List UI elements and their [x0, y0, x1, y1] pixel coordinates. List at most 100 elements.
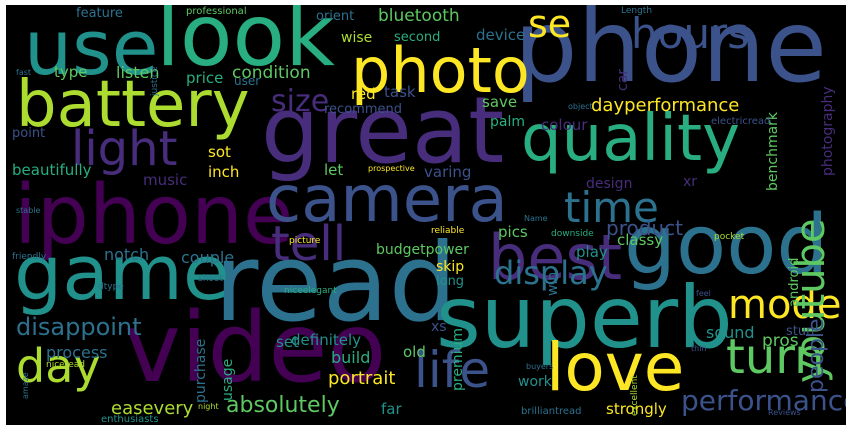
word-use: use	[24, 5, 159, 92]
word-hours: hours	[631, 9, 750, 58]
word-downside: downside	[551, 229, 594, 239]
word-usage: usage	[220, 358, 236, 401]
word-beautifully: beautifully	[12, 161, 92, 179]
word-music: music	[143, 171, 188, 189]
word-light: light	[71, 121, 178, 177]
word-night: night	[198, 402, 219, 411]
word-love: love	[546, 329, 685, 406]
word-inch: inch	[208, 163, 240, 181]
word-justice: justice	[150, 66, 160, 96]
word-length: Length	[621, 6, 653, 16]
word-varing: varing	[424, 163, 472, 181]
word-device: device	[476, 26, 526, 44]
word-disappoint: disappoint	[16, 313, 142, 341]
word-photo: photo	[351, 34, 530, 107]
word-classy: classy	[617, 231, 664, 249]
word-brilliantread: brilliantread	[521, 406, 582, 417]
word-wise: wise	[341, 30, 373, 46]
word-life: life	[414, 341, 491, 399]
word-purchase: purchase	[193, 338, 209, 403]
word-work: work	[518, 374, 552, 390]
word-fast: fast	[16, 68, 32, 77]
word-electricread: electricread	[711, 116, 771, 127]
word-video: video	[124, 292, 387, 404]
word-pocket: pocket	[714, 232, 745, 242]
word-build: build	[331, 348, 371, 367]
word-stable: stable	[16, 206, 41, 215]
word-android: android	[787, 257, 802, 307]
word-buyers: buyers	[526, 362, 554, 371]
word-great: great	[261, 77, 505, 184]
word-shoot: shoot	[198, 274, 223, 284]
word-design: design	[586, 176, 633, 192]
word-pics: pics	[498, 223, 528, 241]
word-portrait: portrait	[328, 368, 396, 389]
word-sound: sound	[706, 323, 755, 342]
word-day: day	[16, 339, 101, 393]
word-xs: xs	[431, 319, 447, 335]
word-skip: skip	[436, 259, 465, 275]
word-size: size	[271, 84, 330, 119]
word-read: read	[214, 221, 458, 346]
word-mode: mode	[728, 282, 842, 328]
word-easevery: easevery	[111, 398, 194, 419]
word-win: win	[545, 271, 561, 296]
word-dayperformance: dayperformance	[591, 95, 740, 116]
word-budgetpower: budgetpower	[376, 242, 469, 258]
word-colour: colour	[541, 116, 588, 134]
word-strongly: strongly	[606, 400, 667, 418]
word-niceread: niceread	[46, 360, 85, 370]
word-time: time	[564, 183, 659, 232]
word-save: save	[482, 93, 518, 111]
word-cloud-canvas: phone great read superb look video iphone use go…	[6, 5, 846, 425]
word-old: old	[403, 343, 426, 361]
word-let: let	[324, 161, 344, 179]
word-enthusiasts: enthusiasts	[101, 414, 159, 425]
word-second: second	[394, 30, 441, 45]
word-phone: phone	[514, 5, 827, 105]
word-photography: photography	[820, 86, 836, 176]
word-good: good	[624, 198, 829, 293]
word-feature: feature	[76, 6, 123, 21]
word-condition: condition	[232, 63, 311, 83]
word-notch: notch	[104, 245, 150, 264]
word-far: far	[381, 400, 402, 418]
word-point: point	[12, 126, 46, 141]
word-picture: picture	[289, 236, 321, 246]
word-long: long	[436, 274, 465, 289]
word-professional: professional	[186, 6, 247, 17]
word-premium: premium	[450, 328, 466, 391]
word-play: play	[576, 243, 608, 261]
word-couple: couple	[181, 248, 235, 267]
word-se: se	[528, 5, 572, 46]
word-amaze: amaze	[21, 372, 30, 399]
word-sot: sot	[208, 143, 231, 161]
word-performance: performance	[681, 384, 846, 417]
word-tell: tell	[271, 216, 347, 272]
word-reliable: reliable	[431, 226, 465, 236]
word-product: product	[606, 216, 683, 240]
word-car: car	[615, 68, 631, 91]
word-prospective: prospective	[368, 164, 415, 173]
word-process: process	[46, 343, 108, 362]
word-palm: palm	[490, 114, 525, 130]
word-definitely: definitely	[291, 331, 362, 349]
word-quality: quality	[521, 102, 740, 176]
word-battery: battery	[16, 68, 250, 142]
word-name: Name	[524, 214, 548, 223]
word-turn: turn	[726, 329, 825, 385]
word-friendly: friendly	[12, 252, 47, 262]
word-best: best	[488, 221, 623, 294]
word-object: object	[568, 102, 593, 111]
word-dtype: dtype	[98, 282, 124, 292]
word-camera: camera	[266, 163, 508, 237]
word-listen: listen	[116, 63, 160, 82]
word-niceelegant: niceelegant	[284, 286, 337, 296]
word-bluetooth: bluetooth	[378, 6, 460, 26]
word-reviews: Reviews	[768, 408, 801, 417]
word-absolutely: absolutely	[226, 393, 340, 418]
word-look: look	[156, 5, 335, 86]
word-type: type	[54, 63, 88, 81]
word-superb: superb	[436, 268, 733, 368]
